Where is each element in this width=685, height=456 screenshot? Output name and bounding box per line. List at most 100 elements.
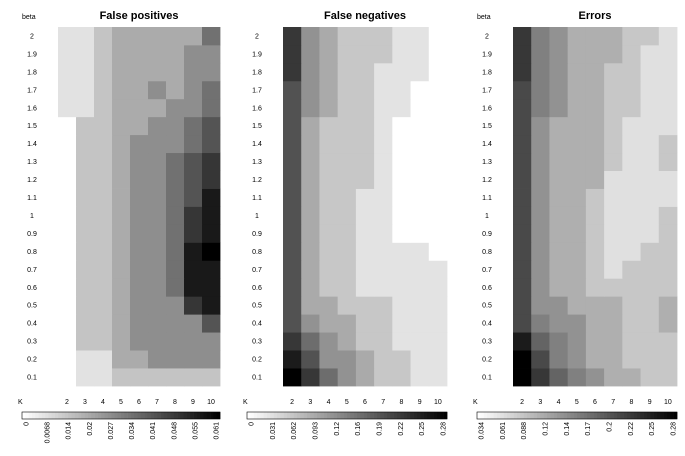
heatmap-cell bbox=[604, 170, 623, 189]
heatmap-cell bbox=[658, 242, 678, 261]
colorbar-segment bbox=[300, 412, 304, 419]
heatmap-cell bbox=[585, 116, 605, 136]
heatmap-cell bbox=[567, 170, 587, 189]
colorbar-segment bbox=[437, 412, 441, 419]
heatmap-cell bbox=[374, 44, 393, 64]
colorbar-segment bbox=[58, 412, 62, 419]
heatmap-cell bbox=[374, 116, 393, 136]
heatmap-cell bbox=[549, 98, 569, 118]
heatmap-cell bbox=[184, 224, 203, 243]
heatmap-cell bbox=[531, 134, 550, 154]
x-tick-label: 9 bbox=[648, 399, 652, 406]
heatmap-cell bbox=[640, 296, 660, 315]
heatmap-cell bbox=[374, 332, 393, 351]
colorbar-segment bbox=[84, 412, 89, 419]
heatmap-cell bbox=[428, 260, 448, 279]
colorbar-frame bbox=[476, 411, 678, 420]
heatmap-cell bbox=[604, 260, 623, 279]
heatmap-cell bbox=[549, 350, 569, 369]
colorbar-segment bbox=[567, 412, 571, 419]
heatmap-cell bbox=[94, 314, 113, 333]
heatmap-cell bbox=[202, 62, 221, 82]
heatmap-cell bbox=[166, 278, 185, 297]
y-tick-label: 0.8 bbox=[27, 249, 37, 256]
heatmap-cell bbox=[658, 27, 678, 46]
heatmap-cell bbox=[392, 332, 411, 351]
heatmap-cell bbox=[585, 170, 605, 189]
colorbar-segment bbox=[273, 412, 278, 419]
heatmap-cell bbox=[531, 80, 550, 100]
colorbar-segment bbox=[330, 412, 334, 419]
heatmap-cell bbox=[410, 368, 430, 387]
y-tick-label: 0.2 bbox=[482, 357, 492, 364]
colorbar-segment bbox=[407, 412, 411, 419]
heatmap-cell bbox=[585, 278, 605, 297]
colorbar-tick-label: 0.2 bbox=[607, 422, 614, 432]
colorbar-segment bbox=[573, 412, 578, 419]
heatmap-cell bbox=[355, 242, 375, 261]
heatmap-cell bbox=[658, 62, 678, 82]
heatmap-cell bbox=[337, 80, 357, 100]
heatmap-cell bbox=[202, 224, 221, 243]
heatmap-cell bbox=[58, 152, 77, 171]
heatmap-cell bbox=[166, 224, 185, 243]
x-tick-label: 9 bbox=[191, 399, 195, 406]
heatmap-cell bbox=[567, 188, 587, 207]
heatmap-cell bbox=[658, 116, 678, 136]
colorbar-segment bbox=[190, 412, 194, 419]
heatmap-cell bbox=[301, 152, 320, 171]
heatmap-cell bbox=[202, 368, 221, 387]
heatmap-cell bbox=[130, 170, 149, 189]
heatmap-cell bbox=[531, 296, 550, 315]
heatmap-cell bbox=[202, 260, 221, 279]
colorbar-segment bbox=[520, 412, 524, 419]
colorbar-segment bbox=[88, 412, 92, 419]
colorbar-segment bbox=[510, 412, 514, 419]
heatmap-cell bbox=[202, 98, 221, 118]
heatmap-cell bbox=[337, 206, 357, 225]
y-tick-label: 0.7 bbox=[27, 267, 37, 274]
colorbar-segment bbox=[180, 412, 184, 419]
heatmap-cell bbox=[585, 62, 605, 82]
x-tick-label: 2 bbox=[290, 399, 294, 406]
heatmap-cell bbox=[410, 170, 430, 189]
colorbar-tick-label: 0 bbox=[249, 422, 256, 426]
heatmap-cell bbox=[355, 350, 375, 369]
heatmap-cell bbox=[604, 44, 623, 64]
colorbar-segment bbox=[210, 412, 214, 419]
colorbar-segment bbox=[583, 412, 588, 419]
heatmap-cell bbox=[58, 242, 77, 261]
heatmap-cell bbox=[410, 314, 430, 333]
heatmap-cell bbox=[410, 44, 430, 64]
heatmap-cell bbox=[337, 98, 357, 118]
y-tick-label: 1.1 bbox=[252, 195, 262, 202]
colorbar-segment bbox=[413, 412, 418, 419]
y-tick-label: 1.7 bbox=[252, 87, 262, 94]
heatmap-cell bbox=[585, 260, 605, 279]
heatmap-cell bbox=[283, 27, 302, 46]
heatmap-cell bbox=[202, 278, 221, 297]
heatmap-cell bbox=[130, 98, 149, 118]
heatmap-cell bbox=[567, 44, 587, 64]
heatmap-cell bbox=[513, 152, 532, 171]
heatmap-cell bbox=[148, 134, 167, 154]
heatmap-cell bbox=[130, 44, 149, 64]
heatmap-cell bbox=[94, 27, 113, 46]
heatmap-cell bbox=[640, 188, 660, 207]
heatmap-cell bbox=[301, 27, 320, 46]
y-tick-label: 2 bbox=[255, 33, 259, 40]
heatmap-cell bbox=[148, 278, 167, 297]
heatmap-cell bbox=[283, 260, 302, 279]
colorbar-segment bbox=[327, 412, 331, 419]
colorbar-segment bbox=[553, 412, 558, 419]
y-tick-label: 1.2 bbox=[252, 177, 262, 184]
heatmap-cell bbox=[337, 116, 357, 136]
colorbar-segment bbox=[287, 412, 291, 419]
heatmap-cell bbox=[513, 350, 532, 369]
colorbar-segment bbox=[527, 412, 531, 419]
heatmap-cell bbox=[658, 350, 678, 369]
y-tick-label: 0.5 bbox=[252, 303, 262, 310]
colorbar-segment bbox=[350, 412, 354, 419]
heatmap-cell bbox=[148, 314, 167, 333]
heatmap-cell bbox=[604, 206, 623, 225]
